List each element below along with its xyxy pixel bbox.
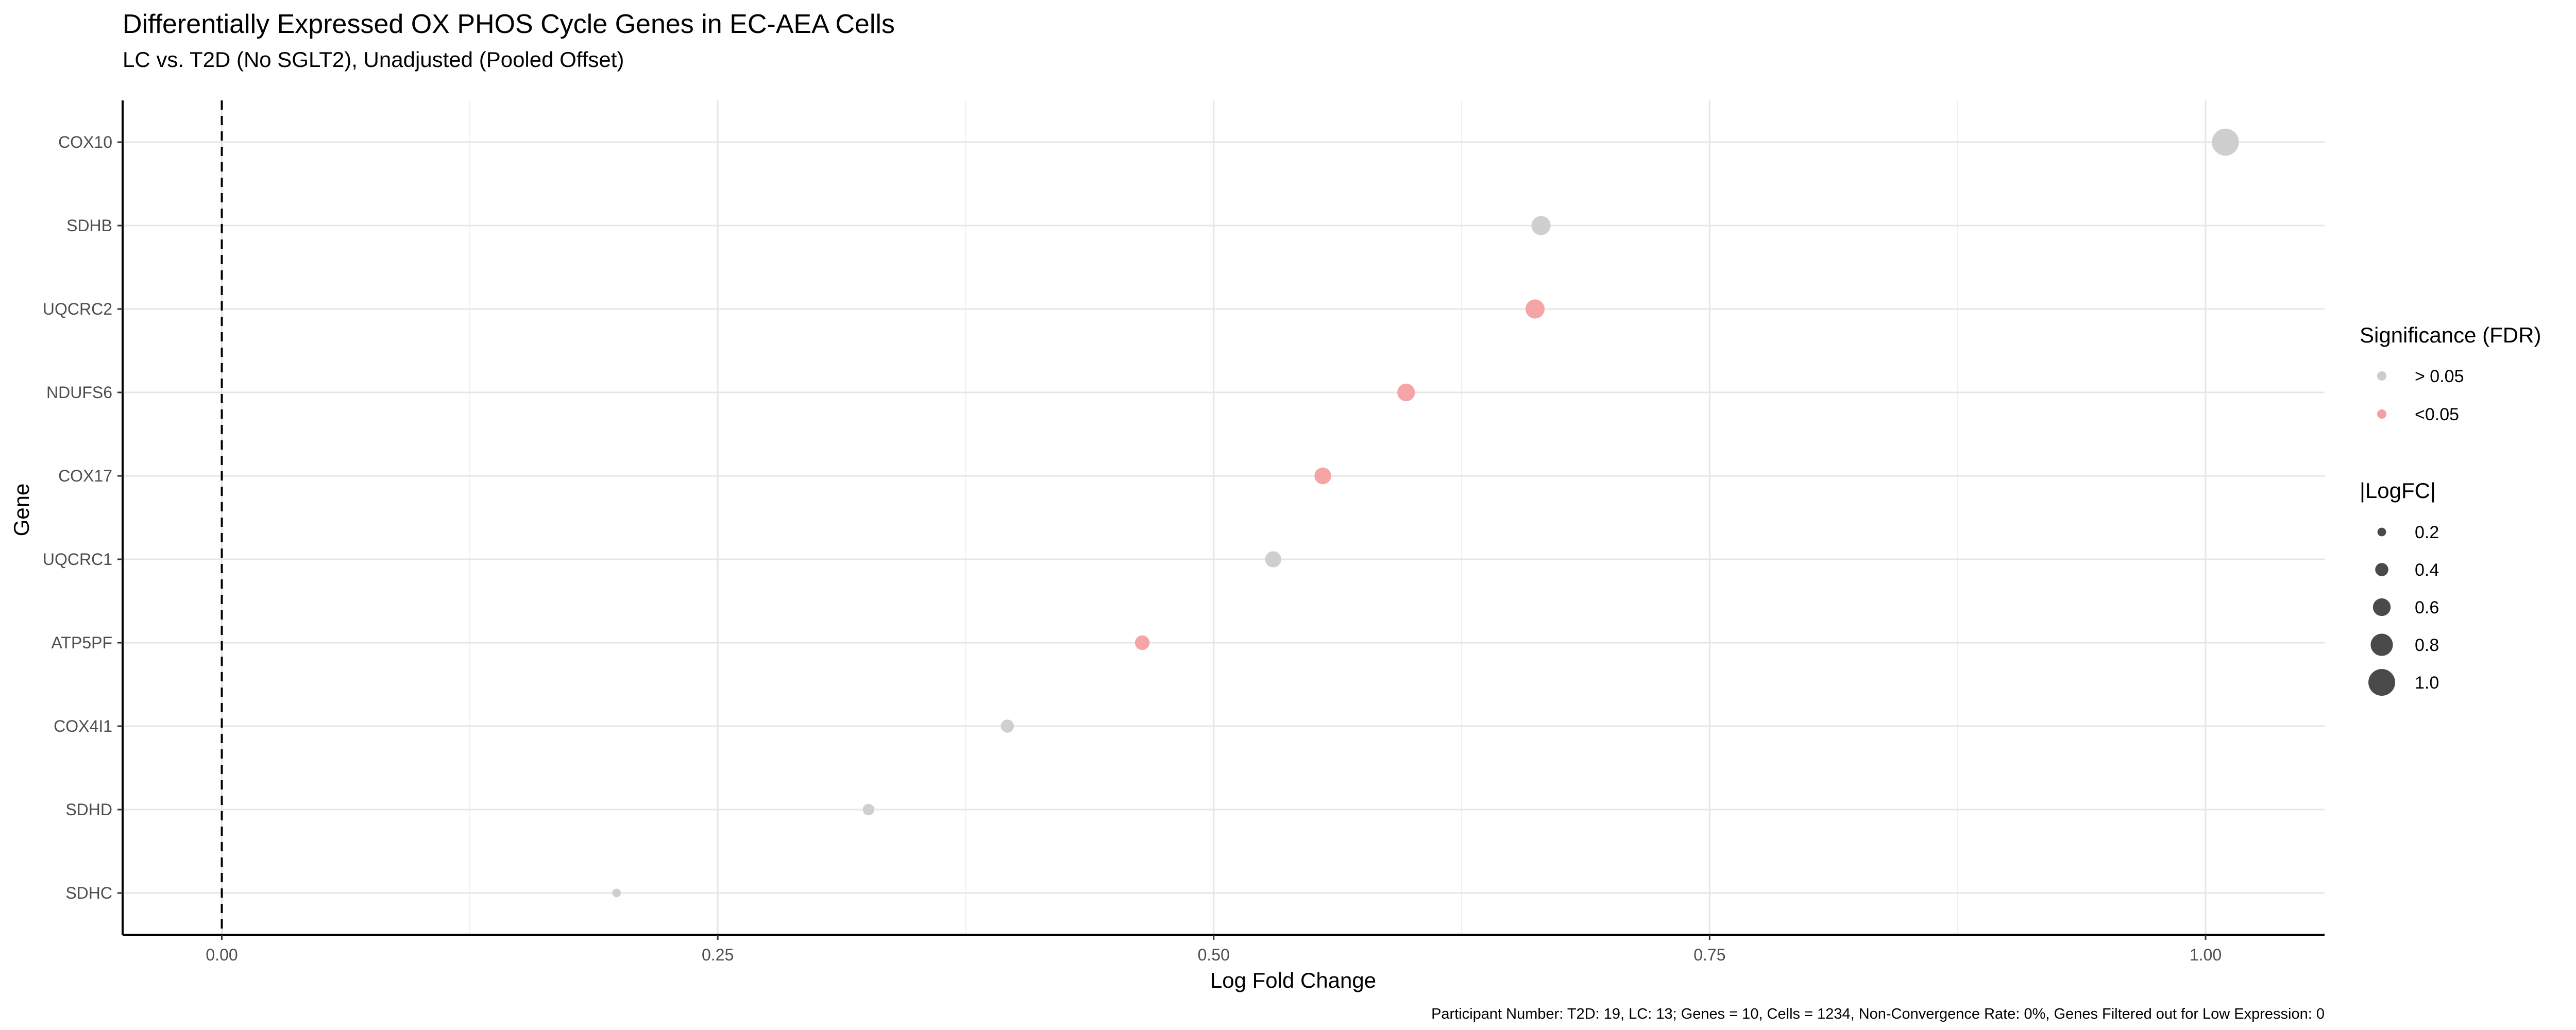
data-point-uqcrc1 [1265,551,1281,568]
legend-color-swatch [2377,409,2386,419]
x-tick-label: 1.00 [2190,946,2222,964]
data-point-sdhc [612,888,621,898]
data-point-cox10 [2212,128,2239,156]
data-points [612,128,2239,898]
data-point-uqcrc2 [1525,299,1545,319]
x-tick-label: 0.75 [1693,946,1725,964]
y-tick-label-sdhb: SDHB [66,216,112,235]
legend-color-swatch [2377,371,2386,381]
data-point-cox17 [1314,467,1331,485]
y-tick-label-sdhd: SDHD [65,800,112,819]
x-axis-title: Log Fold Change [1210,968,1376,992]
legend-size-swatch [2368,669,2395,696]
y-tick-label-cox4i1: COX4I1 [54,717,112,735]
legend: Significance (FDR) > 0.05 <0.05 |LogFC| 0… [2360,323,2541,696]
chart-title: Differentially Expressed OX PHOS Cycle G… [123,9,895,39]
legend-size-label: 0.4 [2415,560,2439,580]
y-tick-label-uqcrc1: UQCRC1 [43,550,112,569]
chart-caption: Participant Number: T2D: 19, LC: 13; Gen… [1431,1006,2325,1022]
data-point-sdhb [1531,216,1551,235]
legend-size-swatch [2370,633,2393,656]
legend-color-label: <0.05 [2415,405,2459,424]
legend-color-items: > 0.05 <0.05 [2377,367,2464,424]
legend-size-swatch [2377,527,2386,537]
legend-size-swatch [2375,563,2388,576]
data-point-cox4i1 [1001,719,1014,733]
data-point-ndufs6 [1397,383,1415,402]
legend-size-items: 0.2 0.4 0.6 0.8 1.0 [2368,523,2439,696]
data-point-atp5pf [1134,635,1150,650]
plot-area: 0.00 0.25 0.50 0.75 1.00 COX10 SDHB UQCRC2 NDUF… [43,100,2325,964]
legend-color-label: > 0.05 [2415,367,2464,386]
x-axis-ticks: 0.00 0.25 0.50 0.75 1.00 [206,935,2222,964]
y-tick-label-cox17: COX17 [58,467,112,485]
legend-size-label: 0.2 [2415,523,2439,542]
legend-size-label: 1.0 [2415,673,2439,693]
legend-color-title: Significance (FDR) [2360,323,2541,347]
grid-lines [123,100,2325,935]
y-tick-label-sdhc: SDHC [65,884,112,902]
y-axis-ticks: COX10 SDHB UQCRC2 NDUFS6 COX17 UQCRC1 ATP5PF CO… [43,133,123,902]
x-tick-label: 0.50 [1198,946,1230,964]
legend-size-title: |LogFC| [2360,478,2436,503]
y-tick-label-cox10: COX10 [58,133,112,151]
y-axis-title: Gene [9,484,33,537]
y-tick-label-uqcrc2: UQCRC2 [43,300,112,318]
legend-size-label: 0.6 [2415,598,2439,617]
x-tick-label: 0.00 [206,946,238,964]
legend-size-label: 0.8 [2415,636,2439,655]
y-tick-label-atp5pf: ATP5PF [51,633,112,652]
y-tick-label-ndufs6: NDUFS6 [46,383,112,402]
chart-subtitle: LC vs. T2D (No SGLT2), Unadjusted (Poole… [123,47,624,72]
data-point-sdhd [862,803,874,816]
x-tick-label: 0.25 [702,946,734,964]
legend-size-swatch [2372,598,2391,616]
